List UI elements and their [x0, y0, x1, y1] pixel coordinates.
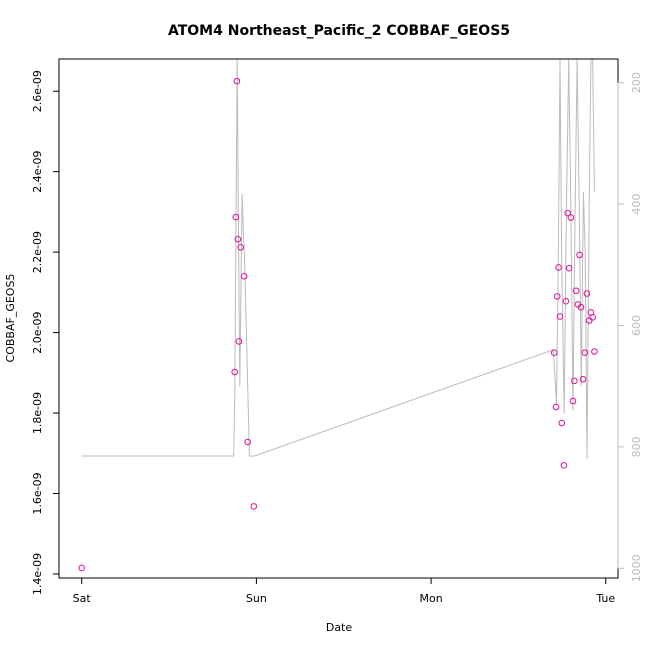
data-point-0 [78, 564, 86, 572]
plot-area: 1.4e-09 1.6e-09 1.8e-09 2.0e-09 2.2e-09 2.4e-… [31, 58, 643, 605]
data-point-25 [576, 251, 583, 259]
data-point-2 [232, 213, 240, 221]
y-tick-label-0: 1.4e-09 [31, 553, 44, 595]
chart-title: ATOM4 Northeast_Pacific_2 COBBAF_GEOS5 [168, 23, 510, 39]
data-point-22 [571, 377, 578, 385]
x-tick-label-3: Tue [595, 592, 615, 605]
y-tick-label-3: 2.0e-09 [31, 311, 44, 353]
data-point-7 [240, 272, 248, 280]
data-point-14 [556, 313, 564, 320]
right-tick-label-2: 600 [630, 315, 643, 336]
y-tick-label-1: 1.6e-09 [31, 472, 44, 514]
data-point-13 [555, 264, 562, 271]
x-tick-label-0: Sat [73, 592, 92, 605]
data-point-15 [558, 419, 566, 427]
data-point-10 [550, 349, 558, 357]
data-point-19 [565, 264, 573, 272]
data-point-9 [250, 503, 258, 510]
data-point-3 [233, 77, 241, 85]
y-tick-label-6: 2.6e-09 [31, 70, 44, 112]
data-point-26 [577, 303, 585, 311]
data-point-5 [235, 338, 243, 345]
data-point-28 [581, 349, 589, 357]
data-point-23 [572, 287, 580, 295]
x-tick-label-2: Mon [419, 592, 442, 605]
y-tick-label-4: 2.2e-09 [31, 231, 44, 273]
right-tick-label-1: 400 [630, 194, 643, 215]
right-tick-label-4: 1000 [630, 554, 643, 582]
data-point-1 [231, 368, 239, 376]
right-tick-label-3: 800 [630, 436, 643, 457]
right-tick-label-0: 200 [630, 72, 643, 93]
x-axis-label: Date [326, 621, 353, 634]
y-tick-label-2: 1.8e-09 [31, 392, 44, 434]
data-point-8 [244, 438, 251, 446]
x-tick-label-1: Sun [246, 592, 267, 605]
data-point-11 [552, 403, 560, 411]
data-point-33 [591, 348, 598, 355]
data-point-17 [562, 297, 570, 305]
data-point-12 [553, 293, 561, 300]
data-point-18 [564, 209, 571, 217]
data-point-6 [237, 243, 244, 251]
data-point-16 [560, 462, 568, 469]
data-point-32 [589, 313, 596, 321]
y-axis-label: COBBAF_GEOS5 [4, 274, 17, 363]
data-point-4 [234, 235, 242, 243]
data-point-29 [583, 290, 591, 297]
data-point-21 [569, 397, 577, 405]
data-point-27 [579, 375, 587, 383]
data-point-20 [567, 214, 575, 221]
y-tick-label-5: 2.4e-09 [31, 151, 44, 193]
